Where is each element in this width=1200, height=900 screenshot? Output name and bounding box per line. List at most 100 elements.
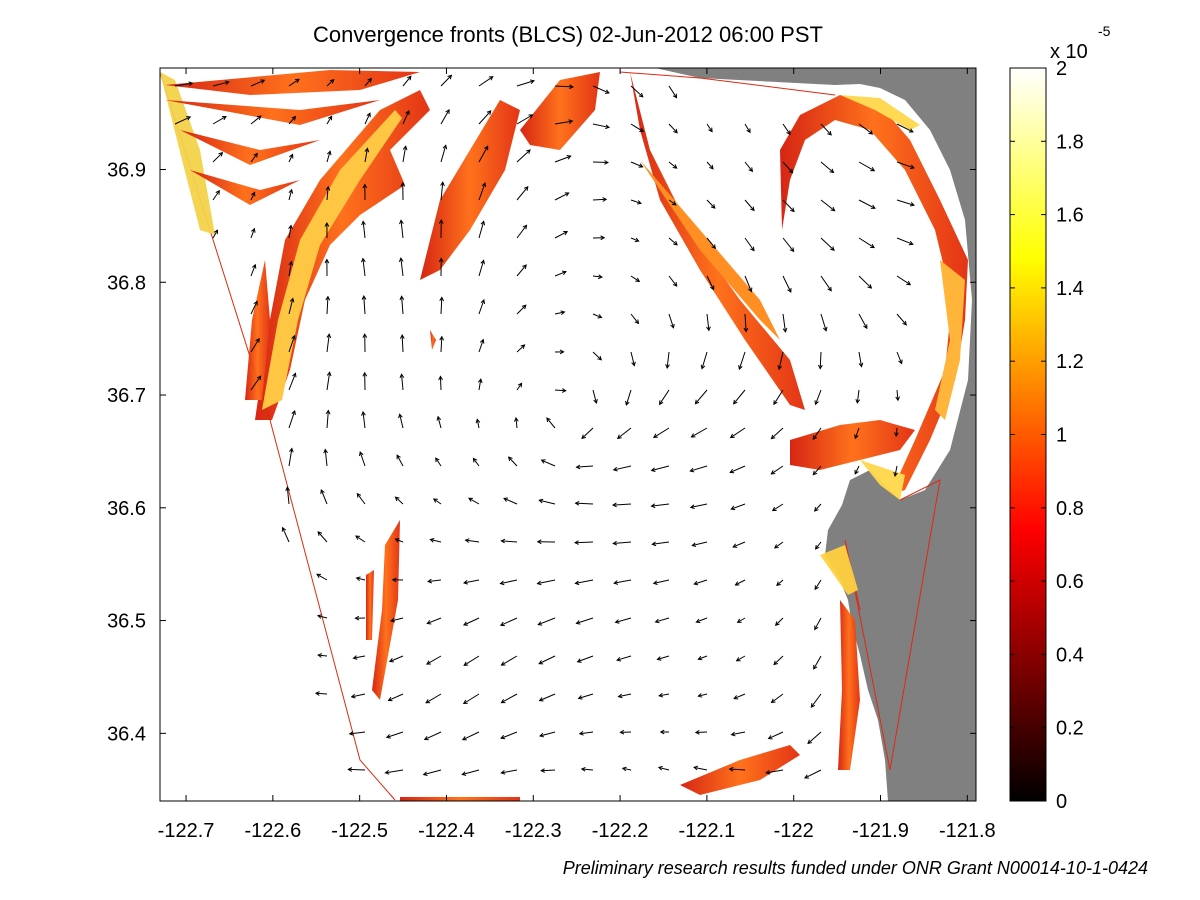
current-arrow-head (854, 469, 859, 475)
current-arrow (282, 527, 290, 543)
current-arrow-head (402, 145, 408, 151)
current-arrow-head (774, 621, 780, 626)
current-arrow (212, 229, 218, 239)
current-arrow (706, 237, 716, 249)
current-arrow-head (651, 541, 657, 547)
current-arrow-head (693, 580, 699, 586)
current-arrow (666, 351, 670, 368)
current-arrow-head (317, 653, 323, 658)
current-arrow (288, 225, 292, 239)
current-arrow-head (767, 735, 773, 740)
current-arrow-head (814, 400, 819, 406)
current-arrow (389, 655, 404, 662)
current-arrow-head (694, 730, 700, 735)
x-axis: -122.7 -122.6 -122.5 -122.4 -122.3 -122.2 -122… (158, 68, 996, 842)
current-arrow (668, 85, 677, 98)
current-arrow-head (689, 467, 695, 473)
current-arrow (771, 427, 784, 440)
current-arrow-head (638, 92, 644, 98)
current-arrow-head (440, 181, 445, 187)
current-arrow-head (398, 413, 403, 419)
current-arrow (364, 113, 371, 125)
current-arrow-head (291, 115, 297, 121)
current-arrow (401, 374, 404, 391)
current-arrow (478, 221, 485, 239)
current-arrow (820, 199, 835, 212)
current-arrow-head (384, 769, 390, 775)
current-arrow-head (858, 362, 864, 368)
current-arrow-head (361, 220, 366, 226)
current-arrow (616, 655, 632, 661)
current-arrow (576, 465, 594, 468)
current-arrow-head (520, 344, 526, 349)
current-arrow-head (438, 375, 443, 381)
current-arrow (698, 693, 708, 697)
current-arrow (250, 375, 262, 391)
current-arrow-head (710, 204, 716, 209)
current-arrow (174, 82, 193, 87)
current-arrow-head (352, 655, 358, 660)
current-arrow-head (486, 110, 492, 115)
x-tick-label: -122.2 (592, 820, 649, 842)
current-arrow-head (394, 538, 400, 543)
current-arrow (362, 258, 366, 277)
current-arrow-head (776, 581, 781, 587)
current-arrow (592, 123, 610, 128)
current-arrow (516, 304, 527, 315)
colorbar: 0 0.2 0.4 0.6 0.8 1 1.2 1.4 1.6 1.8 2 x 10 -5 (1009, 23, 1111, 813)
current-arrow-head (427, 578, 433, 584)
current-arrow (538, 655, 556, 665)
current-arrow (773, 389, 784, 405)
current-arrow-head (730, 505, 736, 511)
current-arrow (706, 161, 714, 170)
current-arrow (554, 120, 573, 125)
current-arrow-head (735, 657, 741, 662)
current-arrow (630, 85, 644, 98)
current-arrow (288, 335, 296, 353)
current-arrow (440, 145, 447, 163)
current-arrow-head (326, 371, 332, 377)
current-arrow-head (652, 433, 658, 438)
current-arrow-head (700, 364, 706, 370)
current-arrow-head (488, 76, 494, 81)
current-arrow (463, 655, 480, 666)
current-arrow (858, 313, 868, 329)
current-arrow-head (285, 486, 290, 492)
colorbar-tick-label: 1.6 (1056, 205, 1084, 227)
current-arrow (659, 693, 670, 697)
current-arrow (478, 146, 489, 163)
current-arrow-head (748, 167, 754, 173)
current-arrow (804, 769, 822, 779)
y-tick-label: 36.4 (107, 723, 146, 745)
colorbar-gradient (1009, 67, 1047, 802)
current-arrow (317, 531, 328, 543)
current-arrow-head (898, 359, 903, 365)
current-arrow (668, 313, 674, 328)
current-arrow-head (813, 507, 819, 512)
current-arrow-head (730, 731, 736, 737)
current-arrow-head (750, 246, 755, 252)
current-arrow-head (810, 703, 816, 708)
current-arrow-head (329, 78, 335, 84)
current-arrow-head (387, 696, 393, 702)
current-arrow (359, 451, 366, 467)
colorbar-scale-exponent: -5 (1098, 23, 1111, 39)
current-arrow-head (893, 471, 898, 477)
current-arrow-head (499, 580, 505, 586)
current-arrow-head (399, 295, 405, 301)
current-arrow (501, 769, 518, 774)
current-arrow (618, 693, 632, 698)
current-arrow (896, 237, 913, 245)
current-arrow-head (480, 259, 485, 265)
current-arrow-head (695, 618, 701, 624)
current-arrow-head (324, 221, 330, 227)
current-arrow (401, 335, 404, 353)
current-arrow (778, 351, 784, 370)
current-arrow-head (538, 697, 544, 702)
current-arrow (400, 258, 404, 277)
current-arrow (630, 275, 640, 282)
current-arrow-head (656, 656, 662, 661)
current-arrow-head (732, 543, 738, 548)
current-arrow (212, 116, 227, 125)
current-arrow (614, 579, 632, 584)
